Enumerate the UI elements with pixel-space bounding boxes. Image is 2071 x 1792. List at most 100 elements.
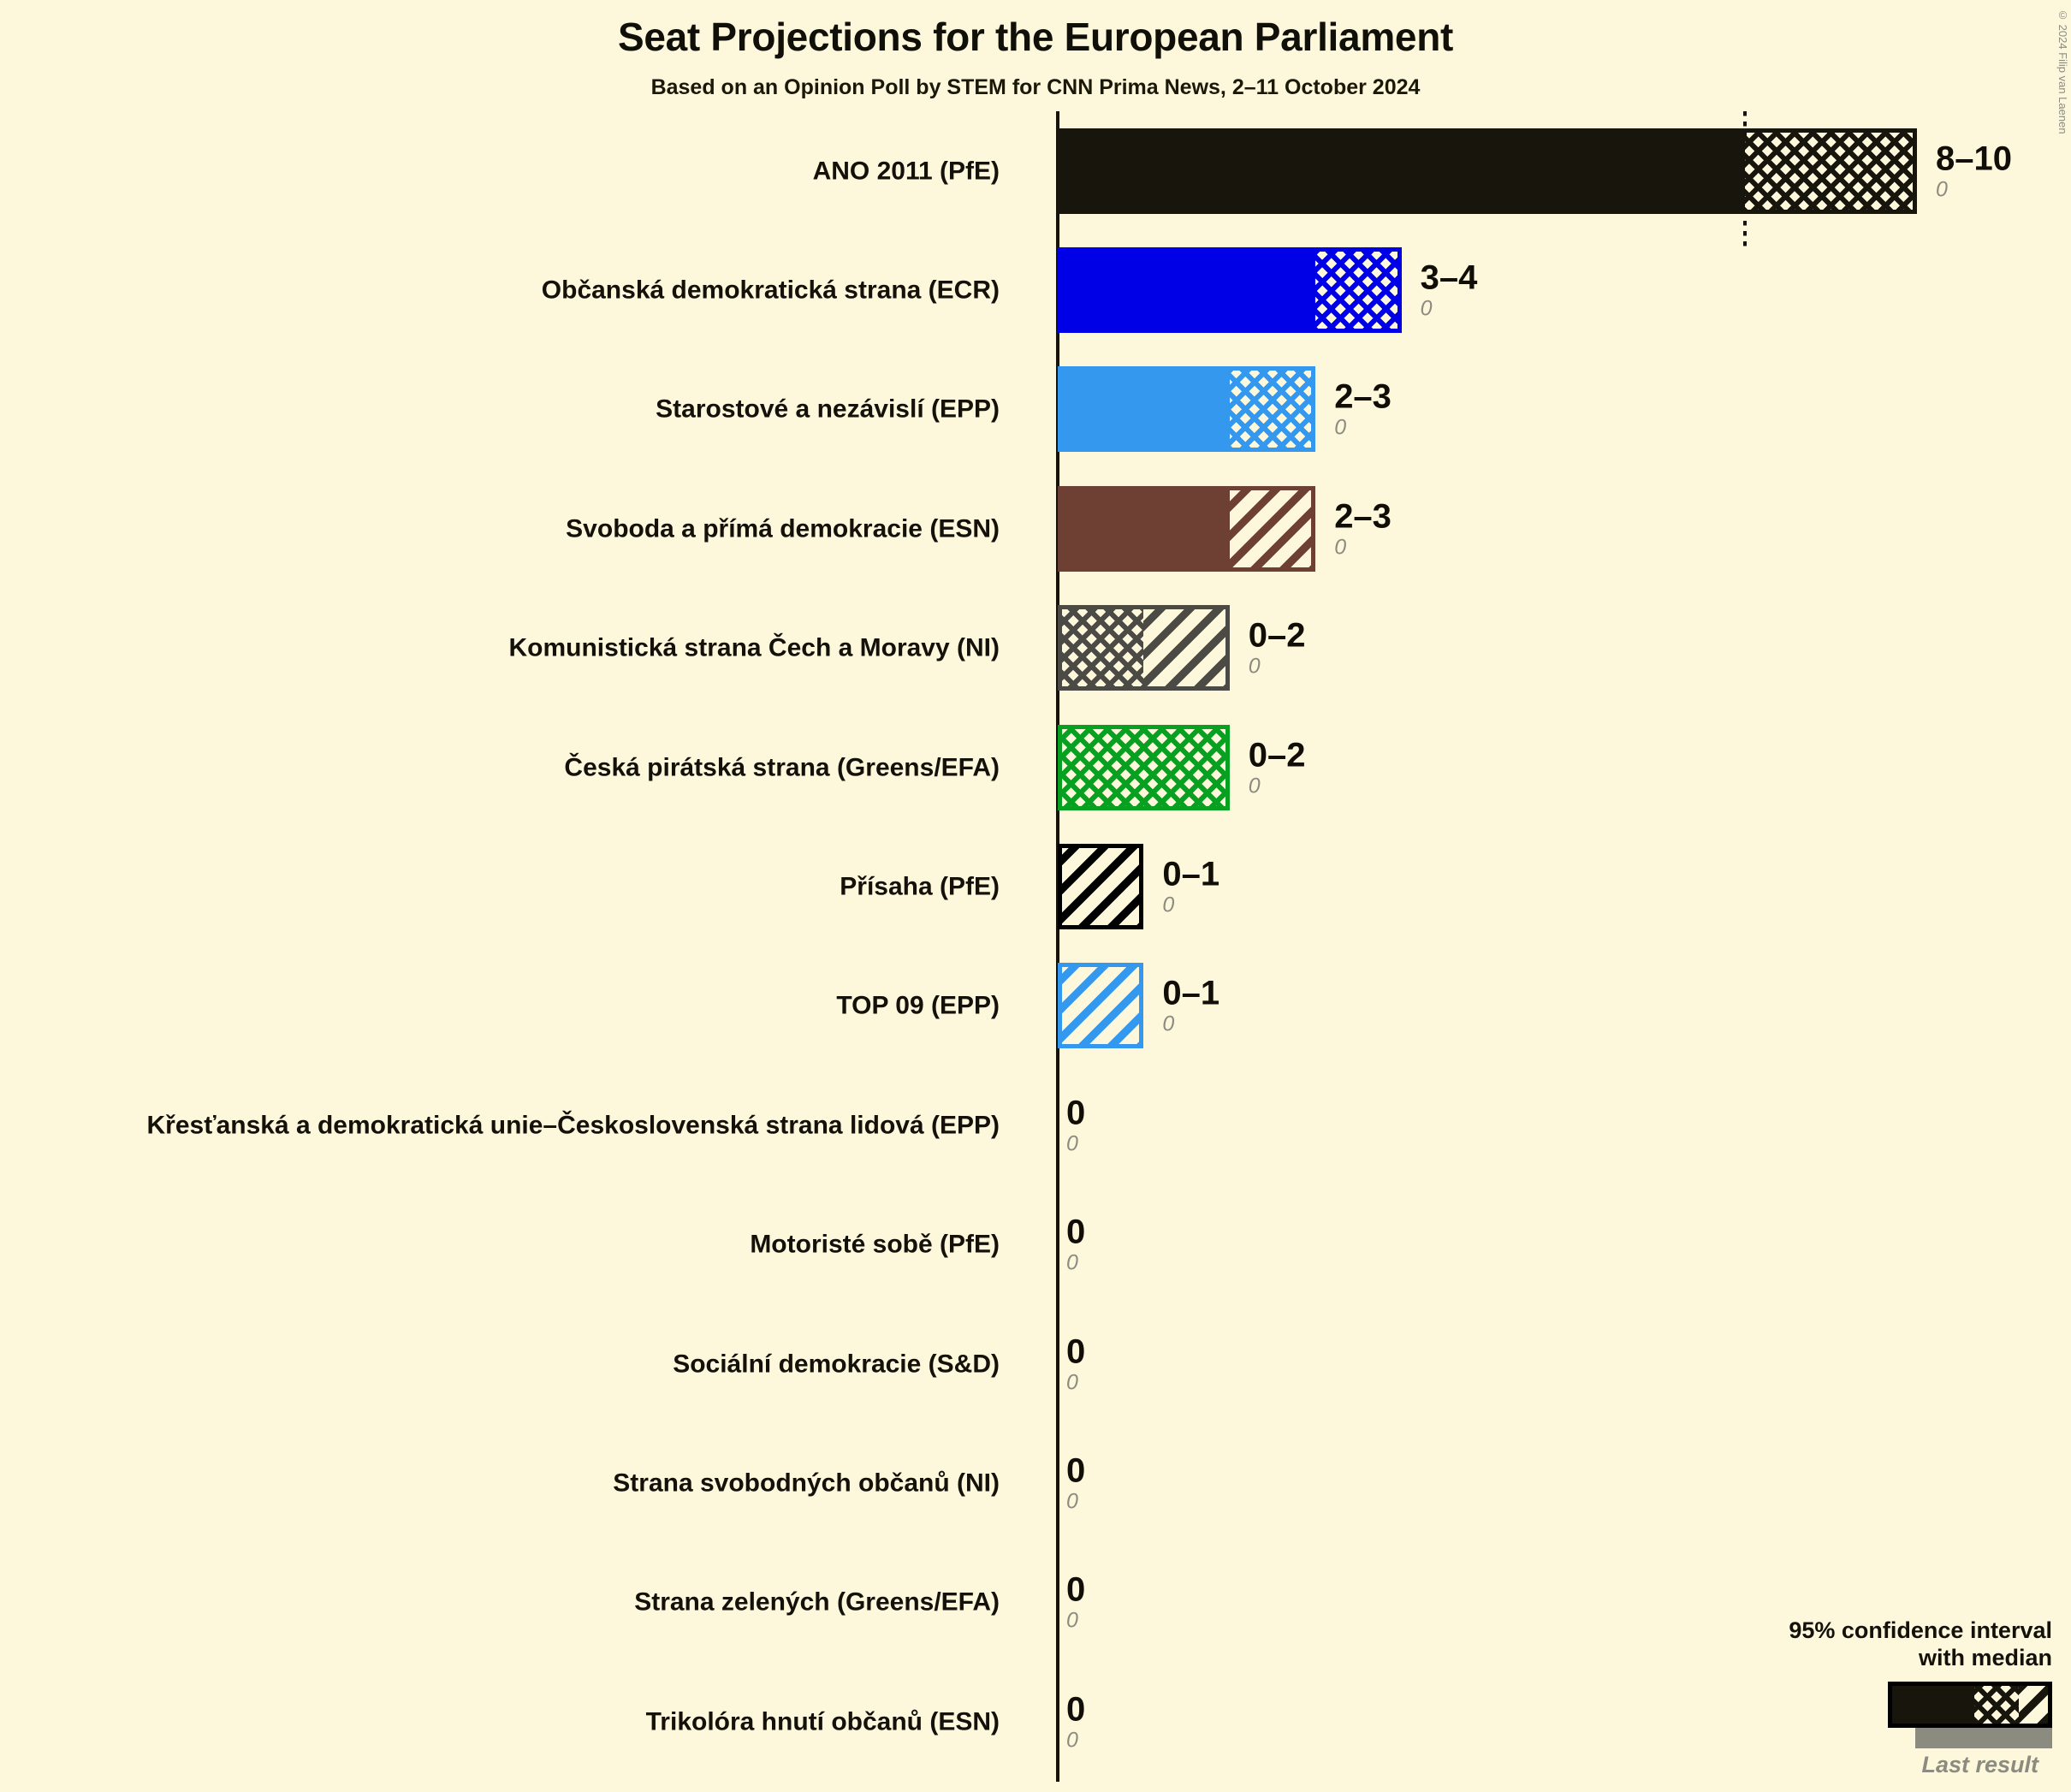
bar-row: Sociální demokracie (S&D) 0 0 [0, 1304, 2071, 1423]
bar-row: Komunistická strana Čech a Moravy (NI) 0–… [0, 589, 2071, 708]
bar-row: Občanská demokratická strana (ECR) 3–4 0 [0, 230, 2071, 349]
party-label: Trikolóra hnutí občanů (ESN) [645, 1707, 1000, 1736]
legend-last-result-label: Last result [1921, 1752, 2038, 1777]
seat-range-value: 2–3 [1334, 497, 1392, 536]
seat-bar [1058, 366, 1316, 453]
seat-range-value: 2–3 [1334, 377, 1392, 416]
value-labels: 2–3 0 [1334, 380, 1392, 439]
legend-last-result-bar [1915, 1728, 2052, 1748]
last-result-value: 0 [1420, 296, 1433, 321]
seat-range-value: 0–2 [1248, 736, 1306, 774]
last-result-value: 0 [1066, 1250, 1078, 1275]
seat-range-value: 0–1 [1162, 974, 1220, 1012]
last-result-value: 0 [1066, 1608, 1078, 1633]
legend-segment-diagonal [2019, 1686, 2048, 1724]
seat-bar [1058, 605, 1230, 691]
last-result-value: 0 [1334, 415, 1347, 440]
seat-range-value: 0 [1066, 1690, 1086, 1729]
bar-row: Strana svobodných občanů (NI) 0 0 [0, 1423, 2071, 1542]
last-result-value: 0 [1066, 1131, 1078, 1156]
seat-range-value: 8–10 [1936, 139, 2012, 178]
seat-range-value: 0 [1066, 1094, 1086, 1132]
bar-segment-crosshatch [1315, 247, 1402, 334]
seat-range-value: 0 [1066, 1451, 1086, 1490]
last-result-value: 0 [1248, 654, 1261, 679]
seat-bar [1058, 724, 1230, 810]
party-label: Křesťanská a demokratická unie–Českoslov… [146, 1111, 1000, 1140]
party-label: ANO 2011 (PfE) [812, 157, 1000, 186]
seat-range-value: 0–1 [1162, 855, 1220, 893]
bar-row: ANO 2011 (PfE) 8–10 0 [0, 111, 2071, 230]
party-label: Komunistická strana Čech a Moravy (NI) [508, 633, 1000, 662]
bar-rows-container: ANO 2011 (PfE) 8–10 0 Občanská demokratická… [0, 111, 2071, 1781]
value-labels: 0–2 0 [1249, 619, 1306, 678]
bar-row: Křesťanská a demokratická unie–Českoslov… [0, 1065, 2071, 1184]
value-labels: 8–10 0 [1936, 141, 2012, 200]
bar-segment-median [1058, 366, 1230, 453]
page-title: Seat Projections for the European Parlia… [617, 15, 1454, 59]
gridline-dotted [1743, 221, 1748, 250]
last-result-value: 0 [1334, 535, 1347, 560]
bar-segment-diagonal [1143, 605, 1230, 691]
party-label: Občanská demokratická strana (ECR) [541, 276, 1000, 305]
last-result-value: 0 [1066, 1370, 1078, 1395]
page-subtitle: Based on an Opinion Poll by STEM for CNN… [650, 75, 1421, 99]
value-labels: 3–4 0 [1421, 261, 1478, 320]
last-result-value: 0 [1066, 1728, 1078, 1753]
bar-segment-crosshatch [1058, 724, 1230, 810]
bar-row: Motoristé sobě (PfE) 0 0 [0, 1185, 2071, 1304]
bar-segment-crosshatch [1229, 366, 1316, 453]
bar-segment-median [1058, 128, 1746, 214]
party-label: Přísaha (PfE) [840, 872, 1000, 901]
party-label: TOP 09 (EPP) [836, 991, 1000, 1020]
seat-range-value: 0 [1066, 1332, 1086, 1371]
party-label: Motoristé sobě (PfE) [750, 1230, 1000, 1259]
bar-segment-median [1058, 247, 1316, 334]
bar-row: TOP 09 (EPP) 0–1 0 [0, 946, 2071, 1065]
bar-row: Přísaha (PfE) 0–1 0 [0, 827, 2071, 946]
last-result-value: 0 [1162, 893, 1175, 917]
gridline-dotted [1743, 111, 1748, 140]
bar-row: Starostové a nezávislí (EPP) 2–3 0 [0, 350, 2071, 469]
bar-segment-diagonal [1058, 844, 1144, 930]
seat-bar [1058, 128, 1917, 214]
value-labels: 2–3 0 [1334, 499, 1392, 558]
value-labels: 0–2 0 [1249, 738, 1306, 797]
bar-segment-crosshatch [1745, 128, 1917, 214]
vertical-axis [1056, 111, 1059, 1782]
party-label: Strana zelených (Greens/EFA) [634, 1587, 1000, 1617]
bar-row: Svoboda a přímá demokracie (ESN) 2–3 0 [0, 469, 2071, 588]
seat-bar [1058, 844, 1144, 930]
seat-range-value: 3–4 [1420, 258, 1478, 297]
value-labels: 0–1 0 [1162, 857, 1219, 917]
legend-title-line1: 95% confidence interval [1789, 1617, 2052, 1644]
legend: 95% confidence interval with median Last… [1693, 1617, 2052, 1778]
bar-segment-diagonal [1229, 485, 1316, 572]
last-result-value: 0 [1162, 1012, 1175, 1036]
bar-segment-crosshatch [1058, 605, 1144, 691]
seat-bar [1058, 247, 1402, 334]
bar-segment-median [1058, 485, 1230, 572]
value-labels: 0–1 0 [1162, 976, 1219, 1035]
bar-segment-diagonal [1058, 963, 1144, 1049]
party-label: Strana svobodných občanů (NI) [613, 1469, 1000, 1498]
last-result-value: 0 [1936, 177, 1948, 202]
bar-row: Česká pirátská strana (Greens/EFA) 0–2 0 [0, 708, 2071, 827]
seat-bar [1058, 485, 1316, 572]
party-label: Svoboda a přímá demokracie (ESN) [566, 514, 1000, 543]
copyright-notice: © 2024 Filip van Laenen [2056, 9, 2069, 134]
seat-range-value: 0 [1066, 1213, 1086, 1251]
bar-row: Trikolóra hnutí občanů (ESN) 0 0 [0, 1662, 2071, 1781]
seat-range-value: 0 [1066, 1570, 1086, 1609]
legend-title-line2: with median [1918, 1644, 2052, 1670]
legend-sample-bar [1888, 1682, 2052, 1728]
last-result-value: 0 [1066, 1489, 1078, 1514]
seat-bar [1058, 963, 1144, 1049]
